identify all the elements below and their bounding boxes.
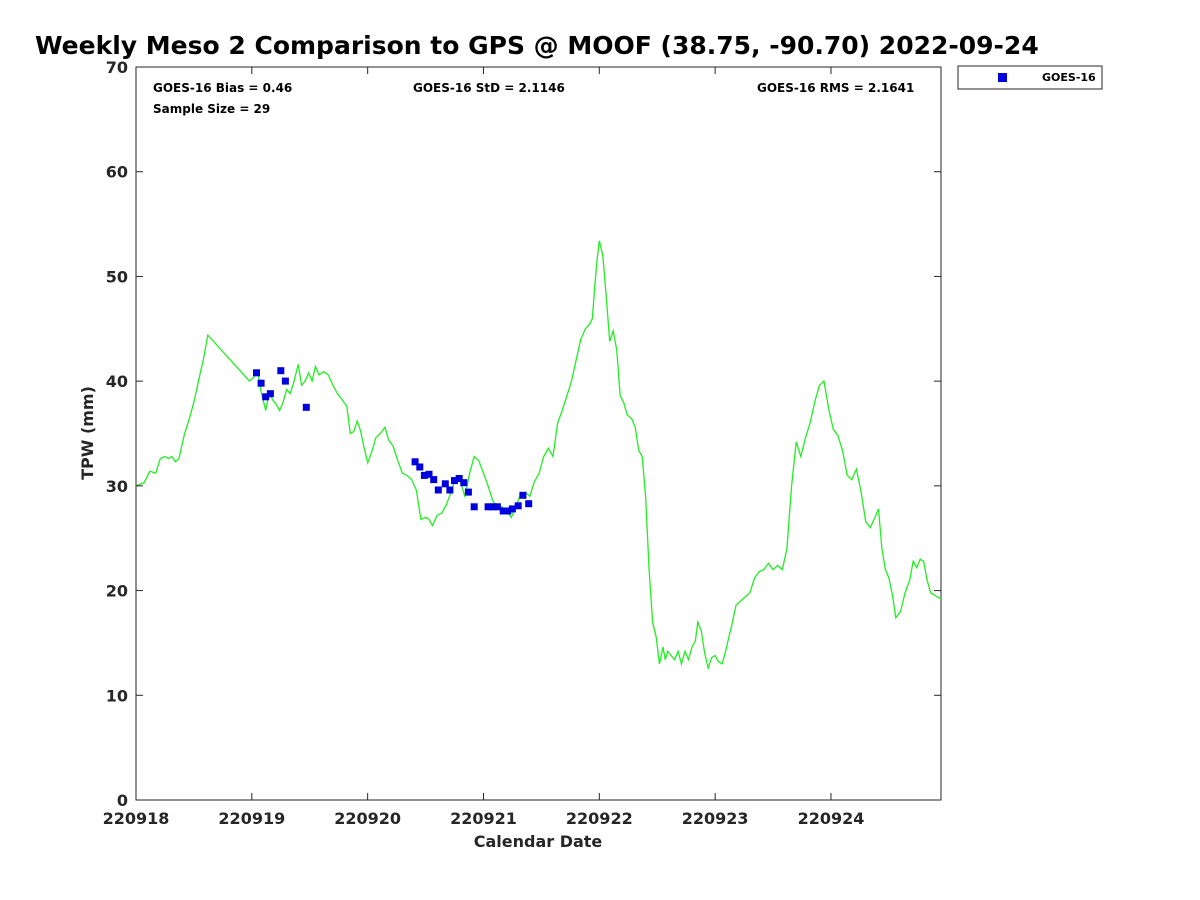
x-axis-label: Calendar Date [474,832,603,851]
goes16-point [504,507,512,515]
goes16-point [257,379,265,387]
goes16-point [441,480,449,488]
goes16-point [277,367,285,375]
gps-line [135,240,942,671]
x-tick-label: 220923 [682,809,749,828]
goes16-point [499,507,507,515]
y-tick-label: 20 [106,582,128,601]
x-axis-ticks: 220918 220919 220920 220921 220922 220923 2209… [103,67,865,828]
goes16-point [425,470,433,478]
plot-area: 220918 220919 220920 220921 220922 220923 2209… [103,58,942,828]
x-tick-label: 220918 [103,809,170,828]
y-tick-label: 50 [106,267,128,286]
goes16-point [451,477,458,485]
y-tick-label: 10 [106,686,128,705]
goes16-point [525,500,533,508]
y-axis-label: TPW (mm) [78,386,97,480]
goes16-point [464,488,472,496]
gps-series [135,240,942,671]
goes16-point [416,463,424,471]
goes16-point [519,491,527,499]
axes-box [135,66,942,801]
goes16-point [484,503,492,511]
x-tick-label: 220924 [798,809,865,828]
chart-title: Weekly Meso 2 Comparison to GPS @ MOOF (… [35,31,1039,60]
y-tick-label: 0 [117,791,128,810]
x-tick-label: 220922 [566,809,633,828]
goes16-point [434,486,442,494]
goes16-point [508,505,516,513]
rms-stat: GOES-16 RMS = 2.1641 [757,81,914,95]
goes16-point [266,390,274,398]
goes16-point [262,393,270,401]
goes16-point [411,458,419,466]
legend: GOES-16 [957,65,1103,90]
goes16-point [493,503,501,511]
legend-box [957,65,1103,90]
x-tick-label: 220919 [218,809,285,828]
y-tick-label: 30 [106,477,128,496]
y-tick-label: 70 [106,58,128,77]
goes16-point [302,403,310,411]
legend-label-goes16: GOES-16 [1042,71,1096,84]
x-tick-label: 220920 [334,809,401,828]
goes16-point [281,377,289,385]
goes16-series [253,367,533,515]
goes16-point [489,503,497,511]
goes16-point [514,502,522,510]
legend-marker-goes16 [998,73,1007,82]
bias-stat: GOES-16 Bias = 0.46 [153,81,292,95]
sample-size-stat: Sample Size = 29 [153,102,270,116]
goes16-point [455,475,463,482]
goes16-point [460,479,468,487]
x-tick-label: 220921 [450,809,517,828]
y-tick-label: 40 [106,372,128,391]
std-stat: GOES-16 StD = 2.1146 [413,81,565,95]
y-tick-label: 60 [106,163,128,182]
y-axis-ticks: 0 10 20 30 40 50 60 70 [106,58,941,810]
goes16-point [446,486,454,494]
goes16-point [253,369,260,377]
goes16-point [470,503,478,511]
goes16-point [430,476,438,484]
goes16-point [420,471,428,479]
